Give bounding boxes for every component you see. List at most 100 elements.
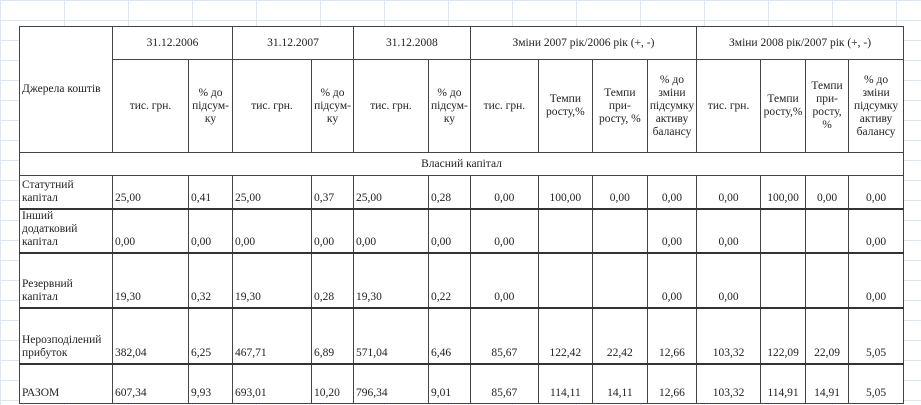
table-row: Резервний капітал 19,30 0,32 19,30 0,28 19,30… (19, 251, 905, 308)
table-cell: 0,41 (188, 175, 233, 209)
table-cell: 607,34 (112, 362, 189, 404)
table-cell: 0,00 (353, 207, 429, 253)
table-cell: 0,00 (469, 251, 539, 308)
subheader: тис. грн. (353, 59, 429, 153)
subheader: тис. грн. (112, 59, 189, 153)
table-cell: 693,01 (232, 362, 312, 404)
table-row: РАЗОМ 607,34 9,93 693,01 10,20 796,34 9,01 85,6… (19, 362, 905, 404)
table-cell: 467,71 (232, 306, 312, 364)
row-label: Нерозподілений прибуток (19, 306, 113, 364)
subheader: тис. грн. (696, 59, 762, 153)
table-cell: 0,22 (428, 251, 471, 308)
table-cell: 0,00 (188, 207, 233, 253)
table-cell: 9,93 (188, 362, 233, 404)
table-cell: 0,00 (805, 175, 850, 209)
table-cell: 0,00 (311, 207, 354, 253)
subheader: % до підсум-ку (428, 59, 471, 153)
table-cell: 100,00 (537, 175, 593, 209)
table-cell: 25,00 (112, 175, 189, 209)
header-source: Джерела коштів (19, 26, 113, 153)
table-cell: 0,00 (428, 207, 471, 253)
table-cell: 0,00 (232, 207, 312, 253)
table-row: Нерозподілений прибуток 382,04 6,25 467,71 6… (19, 306, 905, 364)
subheader: Темпи при-росту, % (805, 59, 850, 153)
table-cell: 0,00 (848, 251, 905, 308)
table-cell: 5,05 (848, 306, 905, 364)
table-cell: 796,34 (353, 362, 429, 404)
table-cell: 0,00 (696, 175, 762, 209)
table-cell: 85,67 (469, 362, 539, 404)
table-cell: 122,09 (760, 306, 807, 364)
table-cell: 0,37 (311, 175, 354, 209)
table-cell: 85,67 (469, 306, 539, 364)
table-cell: 382,04 (112, 306, 189, 364)
table-cell: 12,66 (646, 362, 698, 404)
row-label: Інший додатковий капітал (19, 207, 113, 253)
table-cell: 0,00 (696, 251, 762, 308)
table-cell (591, 251, 648, 308)
table-cell: 6,89 (311, 306, 354, 364)
table-cell (760, 251, 807, 308)
table-cell: 10,20 (311, 362, 354, 404)
table-cell: 122,42 (537, 306, 593, 364)
header-group: 31.12.2008 (353, 26, 471, 60)
table-cell: 103,32 (696, 306, 762, 364)
table-cell (760, 207, 807, 253)
table-cell: 22,42 (591, 306, 648, 364)
table-cell: 6,25 (188, 306, 233, 364)
row-label: Статутний капітал (19, 175, 113, 209)
table-cell: 0,28 (428, 175, 471, 209)
table-cell: 571,04 (353, 306, 429, 364)
table-cell: 103,32 (696, 362, 762, 404)
table-cell: 0,32 (188, 251, 233, 308)
table-cell: 0,00 (646, 175, 698, 209)
section-header: Власний капітал (18, 152, 905, 176)
table-cell: 14,91 (805, 362, 850, 404)
table-cell: 25,00 (353, 175, 429, 209)
table-cell: 12,66 (646, 306, 698, 364)
table-row: Статутний капітал 25,00 0,41 25,00 0,37 25,00… (19, 175, 905, 209)
subheader: % до зміни підсумку активу балансу (646, 59, 698, 153)
subheader: Темпи росту,% (537, 59, 593, 153)
table-cell (537, 251, 593, 308)
subheader: тис. грн. (232, 59, 312, 153)
funding-sources-table: Джерела коштів 31.12.2006 31.12.2007 31.… (18, 26, 905, 404)
table-cell: 19,30 (232, 251, 312, 308)
table-cell: 6,46 (428, 306, 471, 364)
row-label: Резервний капітал (19, 251, 113, 308)
table-cell (537, 207, 593, 253)
table-cell: 22,09 (805, 306, 850, 364)
table-cell: 0,00 (591, 175, 648, 209)
table-cell: 9,01 (428, 362, 471, 404)
table-cell: 5,05 (848, 362, 905, 404)
table-cell: 0,00 (848, 207, 905, 253)
table-cell: 114,91 (760, 362, 807, 404)
subheader: % до підсум-ку (311, 59, 354, 153)
table-cell: 0,00 (469, 175, 539, 209)
subheader: тис. грн. (469, 59, 539, 153)
table-cell: 0,00 (696, 207, 762, 253)
subheader: % до підсум-ку (188, 59, 233, 153)
table-cell: 0,00 (469, 207, 539, 253)
header-group: 31.12.2006 (112, 26, 233, 60)
subheader: Темпи росту,% (760, 59, 807, 153)
subheader: % до зміни підсумку активу балансу (848, 59, 905, 153)
table-cell (591, 207, 648, 253)
header-group: Зміни 2007 рік/2006 рік (+, -) (469, 26, 698, 60)
subheader: Темпи при-росту, % (591, 59, 648, 153)
table-cell: 19,30 (112, 251, 189, 308)
table-cell: 0,00 (112, 207, 189, 253)
table-row: Інший додатковий капітал 0,00 0,00 0,00 0,00… (19, 207, 905, 253)
table-cell: 114,11 (537, 362, 593, 404)
table-cell: 0,00 (848, 175, 905, 209)
table-cell: 0,00 (646, 251, 698, 308)
table-cell: 0,00 (646, 207, 698, 253)
header-group: Зміни 2008 рік/2007 рік (+, -) (696, 26, 905, 60)
table-cell: 100,00 (760, 175, 807, 209)
table-cell: 25,00 (232, 175, 312, 209)
header-group: 31.12.2007 (232, 26, 354, 60)
table-cell: 14,11 (591, 362, 648, 404)
table-cell (805, 251, 850, 308)
table-cell (805, 207, 850, 253)
table-cell: 0,28 (311, 251, 354, 308)
